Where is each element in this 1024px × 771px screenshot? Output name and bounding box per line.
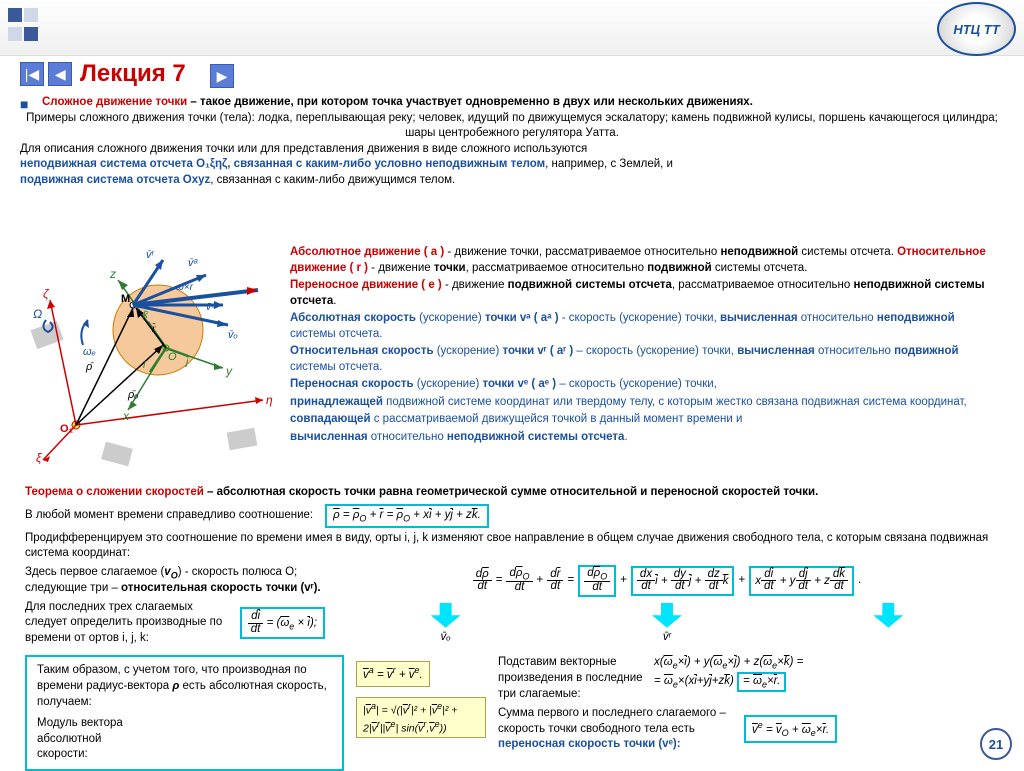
svg-text:x: x xyxy=(122,409,130,423)
svg-text:ρ̄ₒ: ρ̄ₒ xyxy=(127,389,139,401)
mod-va-equation: |va| = √(|vr|² + |ve|² + 2|vr||ve| sin(v… xyxy=(356,697,486,738)
nav-next-button[interactable]: ▶ xyxy=(210,64,234,88)
arrow-down-icon xyxy=(431,603,461,628)
svg-text:v̄ʳ: v̄ʳ xyxy=(146,249,155,261)
page-title: Лекция 7 xyxy=(80,60,186,88)
page-number: 21 xyxy=(980,728,1012,760)
svg-text:ξ: ξ xyxy=(36,451,42,465)
derivation-block: Теорема о сложении скоростей – абсолютна… xyxy=(25,485,999,771)
arrow-down-icon xyxy=(873,603,903,628)
fixed-frame: неподвижная система отсчета O₁ξηζ, связа… xyxy=(20,158,545,170)
bullet-icon: ■ xyxy=(20,95,28,114)
svg-text:z: z xyxy=(109,267,116,281)
def-rest: – такое движение, при котором точка учас… xyxy=(187,96,753,108)
va-equation: va = vr + ve. xyxy=(356,661,430,686)
definitions-block: Абсолютное движение ( a ) - движение точ… xyxy=(290,245,999,447)
diff-text: Продифференцируем это соотношение по вре… xyxy=(25,531,999,562)
logo: НТЦ ТТ xyxy=(937,2,1016,56)
svg-text:ω̄×r̄: ω̄×r̄ xyxy=(176,280,194,293)
examples-text: Примеры сложного движения точки (тела): … xyxy=(20,111,1004,142)
svg-text:v̄ᵉ: v̄ᵉ xyxy=(206,302,215,313)
nav-first-button[interactable]: |◀ xyxy=(20,62,44,86)
moving-rest: , связанная с каким-либо движущимся тело… xyxy=(210,174,455,186)
intro-block: Сложное движение точки – такое движение,… xyxy=(42,95,1004,188)
svg-text:y: y xyxy=(225,364,233,378)
top-bar: НТЦ ТТ xyxy=(0,0,1024,56)
svg-text:ρ̄: ρ̄ xyxy=(85,361,94,373)
nav-back-group: |◀ ◀ xyxy=(20,62,73,86)
rho-equation: ρ = ρO + r = ρO + xi + yj + zk. xyxy=(325,504,489,528)
svg-text:O₁: O₁ xyxy=(60,423,74,435)
moving-frame: подвижная система отсчета Oxyz xyxy=(20,174,210,186)
svg-text:O: O xyxy=(168,351,177,363)
svg-text:M: M xyxy=(121,293,130,305)
content-area: ■ Сложное движение точки – такое движени… xyxy=(20,95,1004,758)
conclusion-box: Таким образом, с учетом того, что произв… xyxy=(25,655,344,770)
subst-equation: x(ωe×i) + y(ωe×j) + z(ωe×k) = = ωe×(xi+y… xyxy=(654,655,803,692)
svg-text:v̄ₒ: v̄ₒ xyxy=(228,329,238,341)
theorem-name: Теорема о сложении скоростей xyxy=(25,486,204,498)
nav-prev-button[interactable]: ◀ xyxy=(48,62,72,86)
theorem-text: – абсолютная скорость точки равна геомет… xyxy=(204,486,818,498)
eq-intro: В любой момент времени справедливо соотн… xyxy=(25,508,313,524)
vector-diagram: O₁ O M ξ η ζ x y z Ω ωₑ ρ̄ ρ̄ₒ r̄ ī j̄ k… xyxy=(28,250,283,465)
di-dt-equation: didt = (ωe × i); xyxy=(240,607,325,639)
arrow-down-icon xyxy=(652,603,682,628)
svg-text:v̄ᵃ: v̄ᵃ xyxy=(188,257,199,269)
ve-equation: ve = vO + ωe×r. xyxy=(744,715,837,743)
top-decoration xyxy=(8,8,40,44)
derivative-equation: dρdt = dρOdt + drdt = dρOdt + dxdti + dy… xyxy=(335,565,999,597)
def-term: Сложное движение точки xyxy=(42,96,187,108)
svg-text:ζ: ζ xyxy=(43,287,50,301)
desc-text: Для описания сложного движения точки или… xyxy=(20,142,1004,158)
svg-text:ωₑ: ωₑ xyxy=(83,346,96,358)
svg-text:η: η xyxy=(266,393,273,407)
svg-text:Ω: Ω xyxy=(33,307,42,321)
fixed-ex: , например, с Землей, и xyxy=(545,158,673,170)
